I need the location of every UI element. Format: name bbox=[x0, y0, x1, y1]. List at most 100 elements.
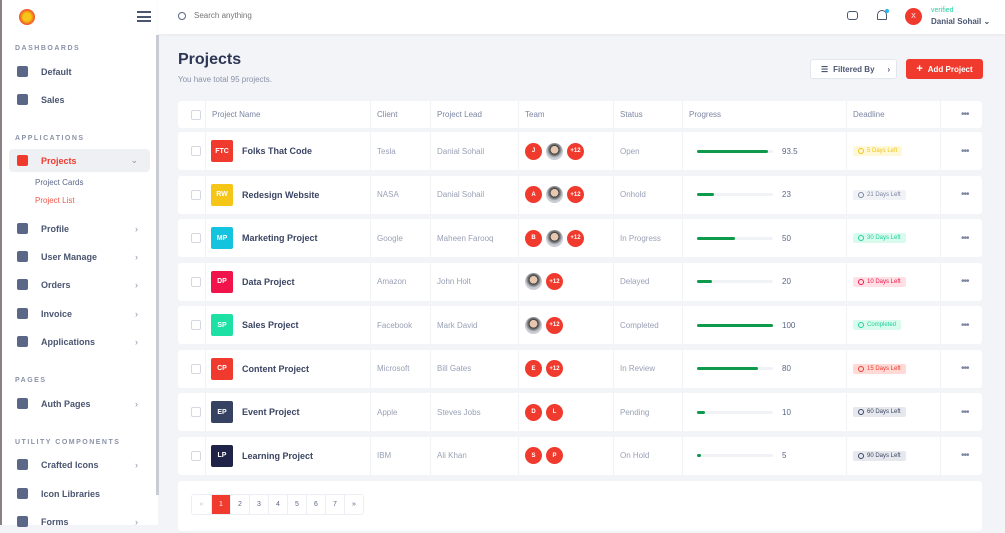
table-row[interactable]: CP Content Project Microsoft Bill Gates E… bbox=[178, 349, 982, 388]
sidebar-item-projects[interactable]: Projects ⌄ bbox=[9, 149, 150, 172]
page-button[interactable]: 5 bbox=[287, 495, 306, 514]
row-actions-icon[interactable]: ••• bbox=[961, 232, 969, 244]
row-checkbox[interactable] bbox=[191, 407, 201, 417]
logo[interactable] bbox=[19, 9, 35, 25]
sidebar-item-forms[interactable]: Forms › bbox=[9, 510, 150, 533]
page-button[interactable]: 4 bbox=[268, 495, 287, 514]
project-name[interactable]: Learning Project bbox=[242, 450, 314, 461]
sidebar-item-applications[interactable]: Applications › bbox=[9, 330, 150, 353]
sidebar-item-crafted-icons[interactable]: Crafted Icons › bbox=[9, 453, 150, 476]
team-member-avatar[interactable]: D bbox=[525, 403, 542, 421]
column-header[interactable]: Deadline bbox=[846, 101, 940, 128]
user-name: Danial Sohail bbox=[931, 17, 982, 26]
team-member-avatar[interactable]: +12 bbox=[567, 229, 584, 247]
table-row[interactable]: FTC Folks That Code Tesla Danial Sohail J… bbox=[178, 132, 982, 170]
progress-fill bbox=[697, 280, 713, 283]
search-input[interactable] bbox=[194, 11, 394, 20]
sidebar-item-auth-pages[interactable]: Auth Pages › bbox=[9, 392, 150, 415]
column-header[interactable]: Project Lead bbox=[430, 101, 518, 128]
team-member-avatar[interactable]: +12 bbox=[546, 273, 563, 290]
row-checkbox[interactable] bbox=[191, 233, 201, 243]
sidebar-item-sales[interactable]: Sales bbox=[9, 88, 150, 111]
team-member-avatar[interactable]: +12 bbox=[546, 316, 563, 334]
row-actions-icon[interactable]: ••• bbox=[961, 189, 969, 200]
team-member-avatar[interactable]: L bbox=[546, 403, 563, 421]
sidebar-item-profile[interactable]: Profile › bbox=[9, 217, 150, 240]
row-checkbox[interactable] bbox=[191, 146, 201, 156]
team-member-avatar[interactable]: P bbox=[546, 447, 563, 464]
page-button[interactable]: 3 bbox=[249, 495, 268, 514]
team-member-avatar[interactable] bbox=[525, 316, 542, 334]
sidebar-scrollbar[interactable] bbox=[156, 35, 159, 495]
project-name[interactable]: Folks That Code bbox=[242, 146, 313, 156]
row-checkbox[interactable] bbox=[191, 189, 201, 200]
table-row[interactable]: MP Marketing Project Google Maheen Farooq… bbox=[178, 219, 982, 257]
column-header[interactable]: Progress bbox=[682, 101, 846, 128]
filter-button[interactable]: ☰ Filtered By › bbox=[810, 59, 897, 79]
team-member-avatar[interactable] bbox=[546, 229, 563, 247]
project-name[interactable]: Content Project bbox=[242, 363, 310, 374]
column-header[interactable]: Project Name bbox=[205, 101, 370, 128]
team-member-avatar[interactable]: S bbox=[525, 447, 542, 464]
page-button[interactable]: 7 bbox=[325, 495, 344, 514]
page-button[interactable]: 6 bbox=[306, 495, 325, 514]
team-member-avatar[interactable] bbox=[546, 142, 563, 160]
sidebar-item-orders[interactable]: Orders › bbox=[9, 273, 150, 296]
deadline-text: 60 Days Left bbox=[867, 409, 901, 415]
row-checkbox[interactable] bbox=[191, 320, 201, 330]
row-actions-icon[interactable]: ••• bbox=[961, 450, 969, 461]
chat-icon[interactable] bbox=[847, 11, 858, 20]
progress-fill bbox=[697, 410, 705, 414]
project-name[interactable]: Data Project bbox=[242, 276, 295, 287]
next-page-button[interactable]: » bbox=[344, 495, 363, 514]
team-member-avatar[interactable] bbox=[546, 186, 563, 203]
team-member-avatar[interactable]: +12 bbox=[567, 186, 584, 203]
column-header[interactable]: Team bbox=[518, 101, 613, 128]
menu-toggle-icon[interactable] bbox=[137, 11, 151, 22]
team-member-avatar[interactable]: E bbox=[525, 360, 542, 377]
row-actions-icon[interactable]: ••• bbox=[961, 406, 969, 418]
page-button[interactable]: 1 bbox=[211, 495, 230, 514]
project-name[interactable]: Redesign Website bbox=[242, 189, 320, 200]
sidebar-item-invoice[interactable]: Invoice › bbox=[9, 302, 150, 325]
page-button[interactable]: 2 bbox=[230, 495, 249, 514]
table-row[interactable]: RW Redesign Website NASA Danial Sohail A +… bbox=[178, 175, 982, 214]
team-member-avatar[interactable]: +12 bbox=[567, 142, 584, 160]
row-checkbox[interactable] bbox=[191, 363, 201, 374]
team-member-avatar[interactable] bbox=[525, 273, 542, 290]
table-row[interactable]: DP Data Project Amazon John Holt +12 Dela… bbox=[178, 262, 982, 301]
bell-icon[interactable] bbox=[877, 10, 887, 20]
row-actions-icon[interactable]: ••• bbox=[961, 145, 969, 157]
sidebar-subitem-project-cards[interactable]: Project Cards bbox=[35, 178, 84, 187]
row-checkbox[interactable] bbox=[191, 276, 201, 287]
row-checkbox[interactable] bbox=[191, 450, 201, 461]
project-lead: Steves Jobs bbox=[430, 393, 518, 431]
project-lead: Mark David bbox=[430, 306, 518, 344]
project-name[interactable]: Event Project bbox=[242, 407, 300, 417]
add-project-button[interactable]: + Add Project bbox=[906, 59, 983, 79]
column-header[interactable]: Client bbox=[370, 101, 430, 128]
pagination-container: « 1 2 3 4 5 6 7» bbox=[178, 481, 982, 531]
team-member-avatar[interactable]: +12 bbox=[546, 360, 563, 377]
table-row[interactable]: SP Sales Project Facebook Mark David +12 … bbox=[178, 306, 982, 344]
row-actions-icon[interactable]: ••• bbox=[961, 276, 969, 287]
more-icon[interactable]: ••• bbox=[961, 109, 969, 120]
column-header[interactable]: Status bbox=[613, 101, 682, 128]
team-member-avatar[interactable]: J bbox=[525, 142, 542, 160]
sidebar-item-default[interactable]: Default bbox=[9, 60, 150, 83]
team-member-avatar[interactable]: A bbox=[525, 186, 542, 203]
row-actions-icon[interactable]: ••• bbox=[961, 319, 969, 331]
sidebar-subitem-project-list[interactable]: Project List bbox=[35, 196, 75, 205]
avatar[interactable]: X bbox=[905, 8, 922, 25]
prev-page-button[interactable]: « bbox=[199, 501, 204, 508]
team-member-avatar[interactable]: B bbox=[525, 229, 542, 247]
sidebar-item-user-manage[interactable]: User Manage › bbox=[9, 245, 150, 268]
project-name[interactable]: Sales Project bbox=[242, 320, 299, 330]
select-all-checkbox[interactable] bbox=[191, 109, 201, 120]
row-actions-icon[interactable]: ••• bbox=[961, 363, 969, 374]
user-menu[interactable]: Danial Sohail ⌄ bbox=[931, 17, 990, 26]
project-name[interactable]: Marketing Project bbox=[242, 233, 318, 243]
sidebar-item-icon-libraries[interactable]: Icon Libraries bbox=[9, 482, 150, 505]
